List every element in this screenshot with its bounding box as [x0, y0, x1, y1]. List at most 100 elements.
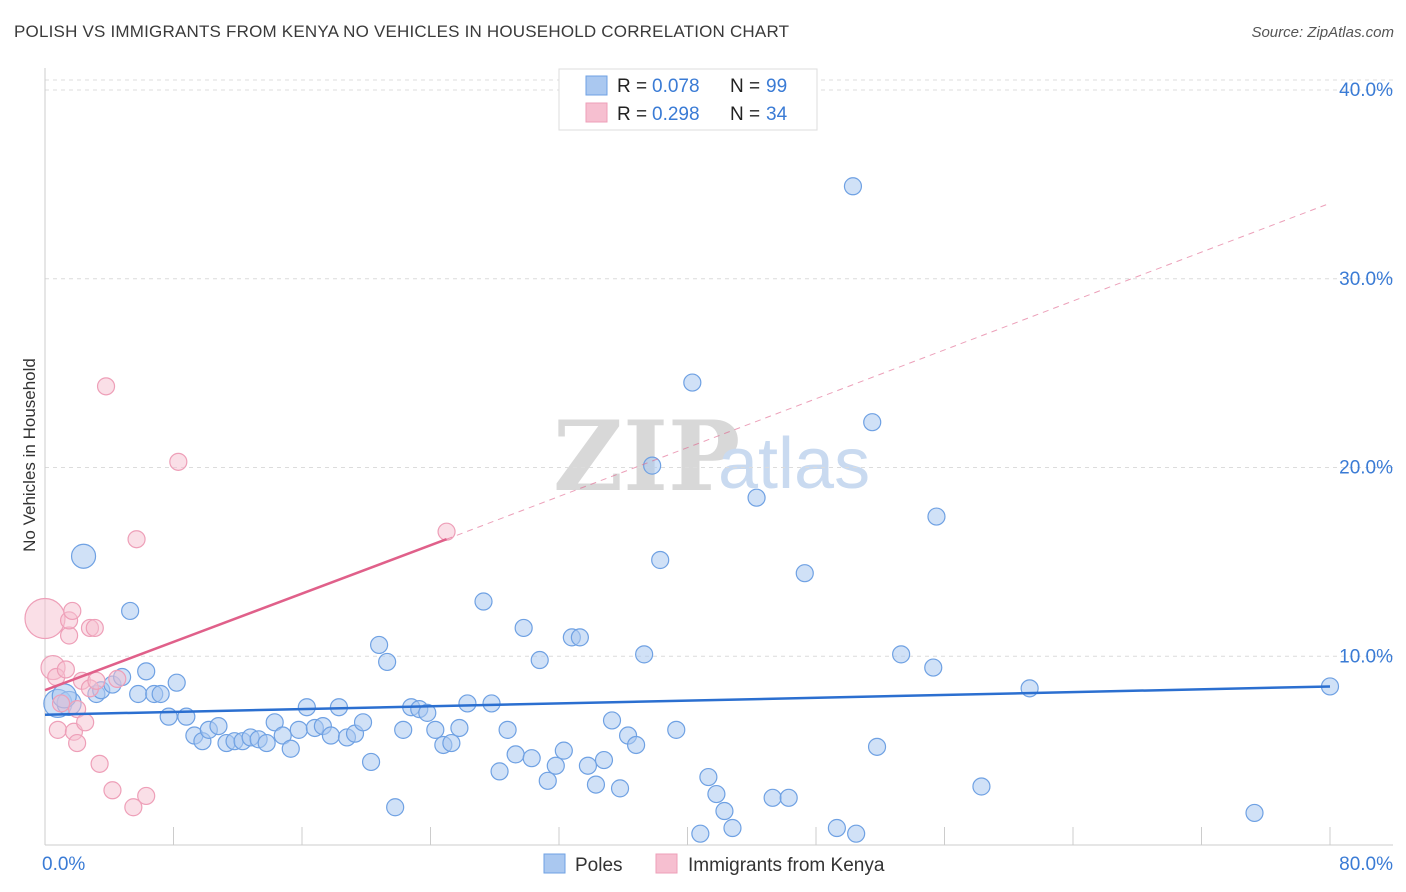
gridlines: [45, 79, 1393, 657]
point-poles: [482, 694, 501, 713]
point-poles: [779, 788, 798, 807]
legend-label-poles: Poles: [575, 855, 623, 876]
legend-swatch-poles: [543, 853, 566, 874]
point-poles: [361, 752, 381, 772]
axes: [44, 68, 1393, 846]
point-poles: [546, 756, 565, 775]
legend-n-label: N =: [730, 104, 760, 125]
x-tick-label: 0.0%: [42, 854, 85, 875]
point-poles: [378, 652, 397, 672]
point-poles: [522, 749, 541, 768]
point-poles: [538, 771, 557, 790]
point-kenya: [103, 781, 122, 800]
point-poles: [506, 745, 525, 764]
point-poles: [386, 798, 405, 817]
point-kenya: [437, 522, 456, 541]
legend-top: R = 0.078 N = 99 R = 0.298 N = 34: [558, 68, 818, 131]
legend-r-value: 0.078: [652, 76, 700, 97]
point-poles: [474, 592, 493, 611]
legend-r-label: R =: [617, 104, 647, 125]
trend-lines: [44, 202, 1331, 717]
y-tick-label: 40.0%: [1339, 80, 1393, 101]
point-poles: [137, 662, 156, 681]
point-poles: [490, 762, 509, 781]
point-poles: [289, 720, 308, 739]
point-poles: [353, 713, 373, 732]
point-poles: [257, 733, 276, 753]
point-poles: [167, 673, 186, 692]
point-kenya: [63, 601, 82, 621]
point-poles: [1245, 803, 1264, 823]
point-poles: [715, 801, 734, 821]
point-poles: [723, 818, 742, 838]
point-poles: [458, 694, 477, 713]
point-poles: [530, 650, 549, 670]
point-poles: [643, 456, 662, 475]
point-kenya: [96, 377, 116, 396]
point-kenya: [56, 660, 75, 679]
point-poles: [554, 741, 573, 760]
point-poles: [594, 750, 614, 770]
source-credit: Source: ZipAtlas.com: [1251, 24, 1394, 41]
watermark-zip: ZIP: [553, 400, 740, 513]
point-poles: [795, 564, 814, 583]
point-kenya: [85, 618, 104, 638]
chart-title: POLISH VS IMMIGRANTS FROM KENYA NO VEHIC…: [14, 22, 790, 41]
point-kenya: [137, 786, 156, 806]
point-poles: [927, 507, 946, 526]
point-poles: [578, 756, 598, 775]
y-axis-label: No Vehicles in Household: [20, 358, 39, 552]
data-points: [24, 177, 1340, 843]
point-poles: [586, 775, 606, 794]
x-tick-label: 80.0%: [1339, 854, 1393, 875]
point-poles: [651, 550, 670, 570]
legend-swatch-kenya: [585, 102, 608, 123]
point-poles: [707, 784, 726, 804]
point-poles: [450, 718, 469, 738]
point-poles: [570, 628, 589, 647]
point-poles: [683, 373, 702, 392]
point-kenya: [48, 720, 67, 739]
point-kenya: [87, 671, 106, 690]
point-kenya: [68, 733, 87, 753]
trend-line-poles: [44, 685, 1331, 717]
point-poles: [972, 777, 991, 796]
point-poles: [418, 703, 437, 722]
point-poles: [843, 177, 863, 196]
point-poles: [70, 543, 97, 569]
y-tick-label: 30.0%: [1339, 269, 1393, 290]
point-poles: [281, 739, 300, 758]
point-kenya: [51, 694, 71, 713]
point-poles: [827, 818, 846, 838]
point-poles: [699, 767, 718, 787]
point-poles: [426, 720, 445, 739]
point-poles: [602, 711, 622, 730]
trend-line-kenya: [44, 538, 448, 692]
point-kenya: [108, 669, 127, 689]
point-poles: [321, 726, 341, 745]
point-poles: [209, 716, 228, 736]
tick-labels: 10.0% 20.0% 30.0% 40.0% 0.0% 80.0%: [42, 80, 1393, 875]
point-poles: [265, 713, 284, 732]
legend-n-value: 34: [766, 104, 788, 125]
y-tick-label: 10.0%: [1339, 646, 1393, 667]
point-poles: [129, 684, 148, 704]
point-poles: [151, 684, 170, 704]
point-poles: [626, 735, 646, 755]
point-poles: [394, 720, 413, 739]
point-kenya: [127, 530, 146, 549]
point-poles: [498, 720, 517, 739]
point-poles: [867, 737, 887, 756]
point-poles: [892, 645, 911, 664]
point-kenya: [59, 626, 79, 645]
point-kenya: [124, 798, 143, 817]
point-kenya: [169, 452, 188, 471]
legend-swatch-poles: [585, 75, 608, 96]
point-poles: [297, 698, 316, 717]
point-poles: [514, 618, 533, 638]
legend-n-label: N =: [730, 76, 760, 97]
point-poles: [847, 824, 866, 843]
point-poles: [635, 645, 654, 664]
point-poles: [273, 726, 292, 745]
